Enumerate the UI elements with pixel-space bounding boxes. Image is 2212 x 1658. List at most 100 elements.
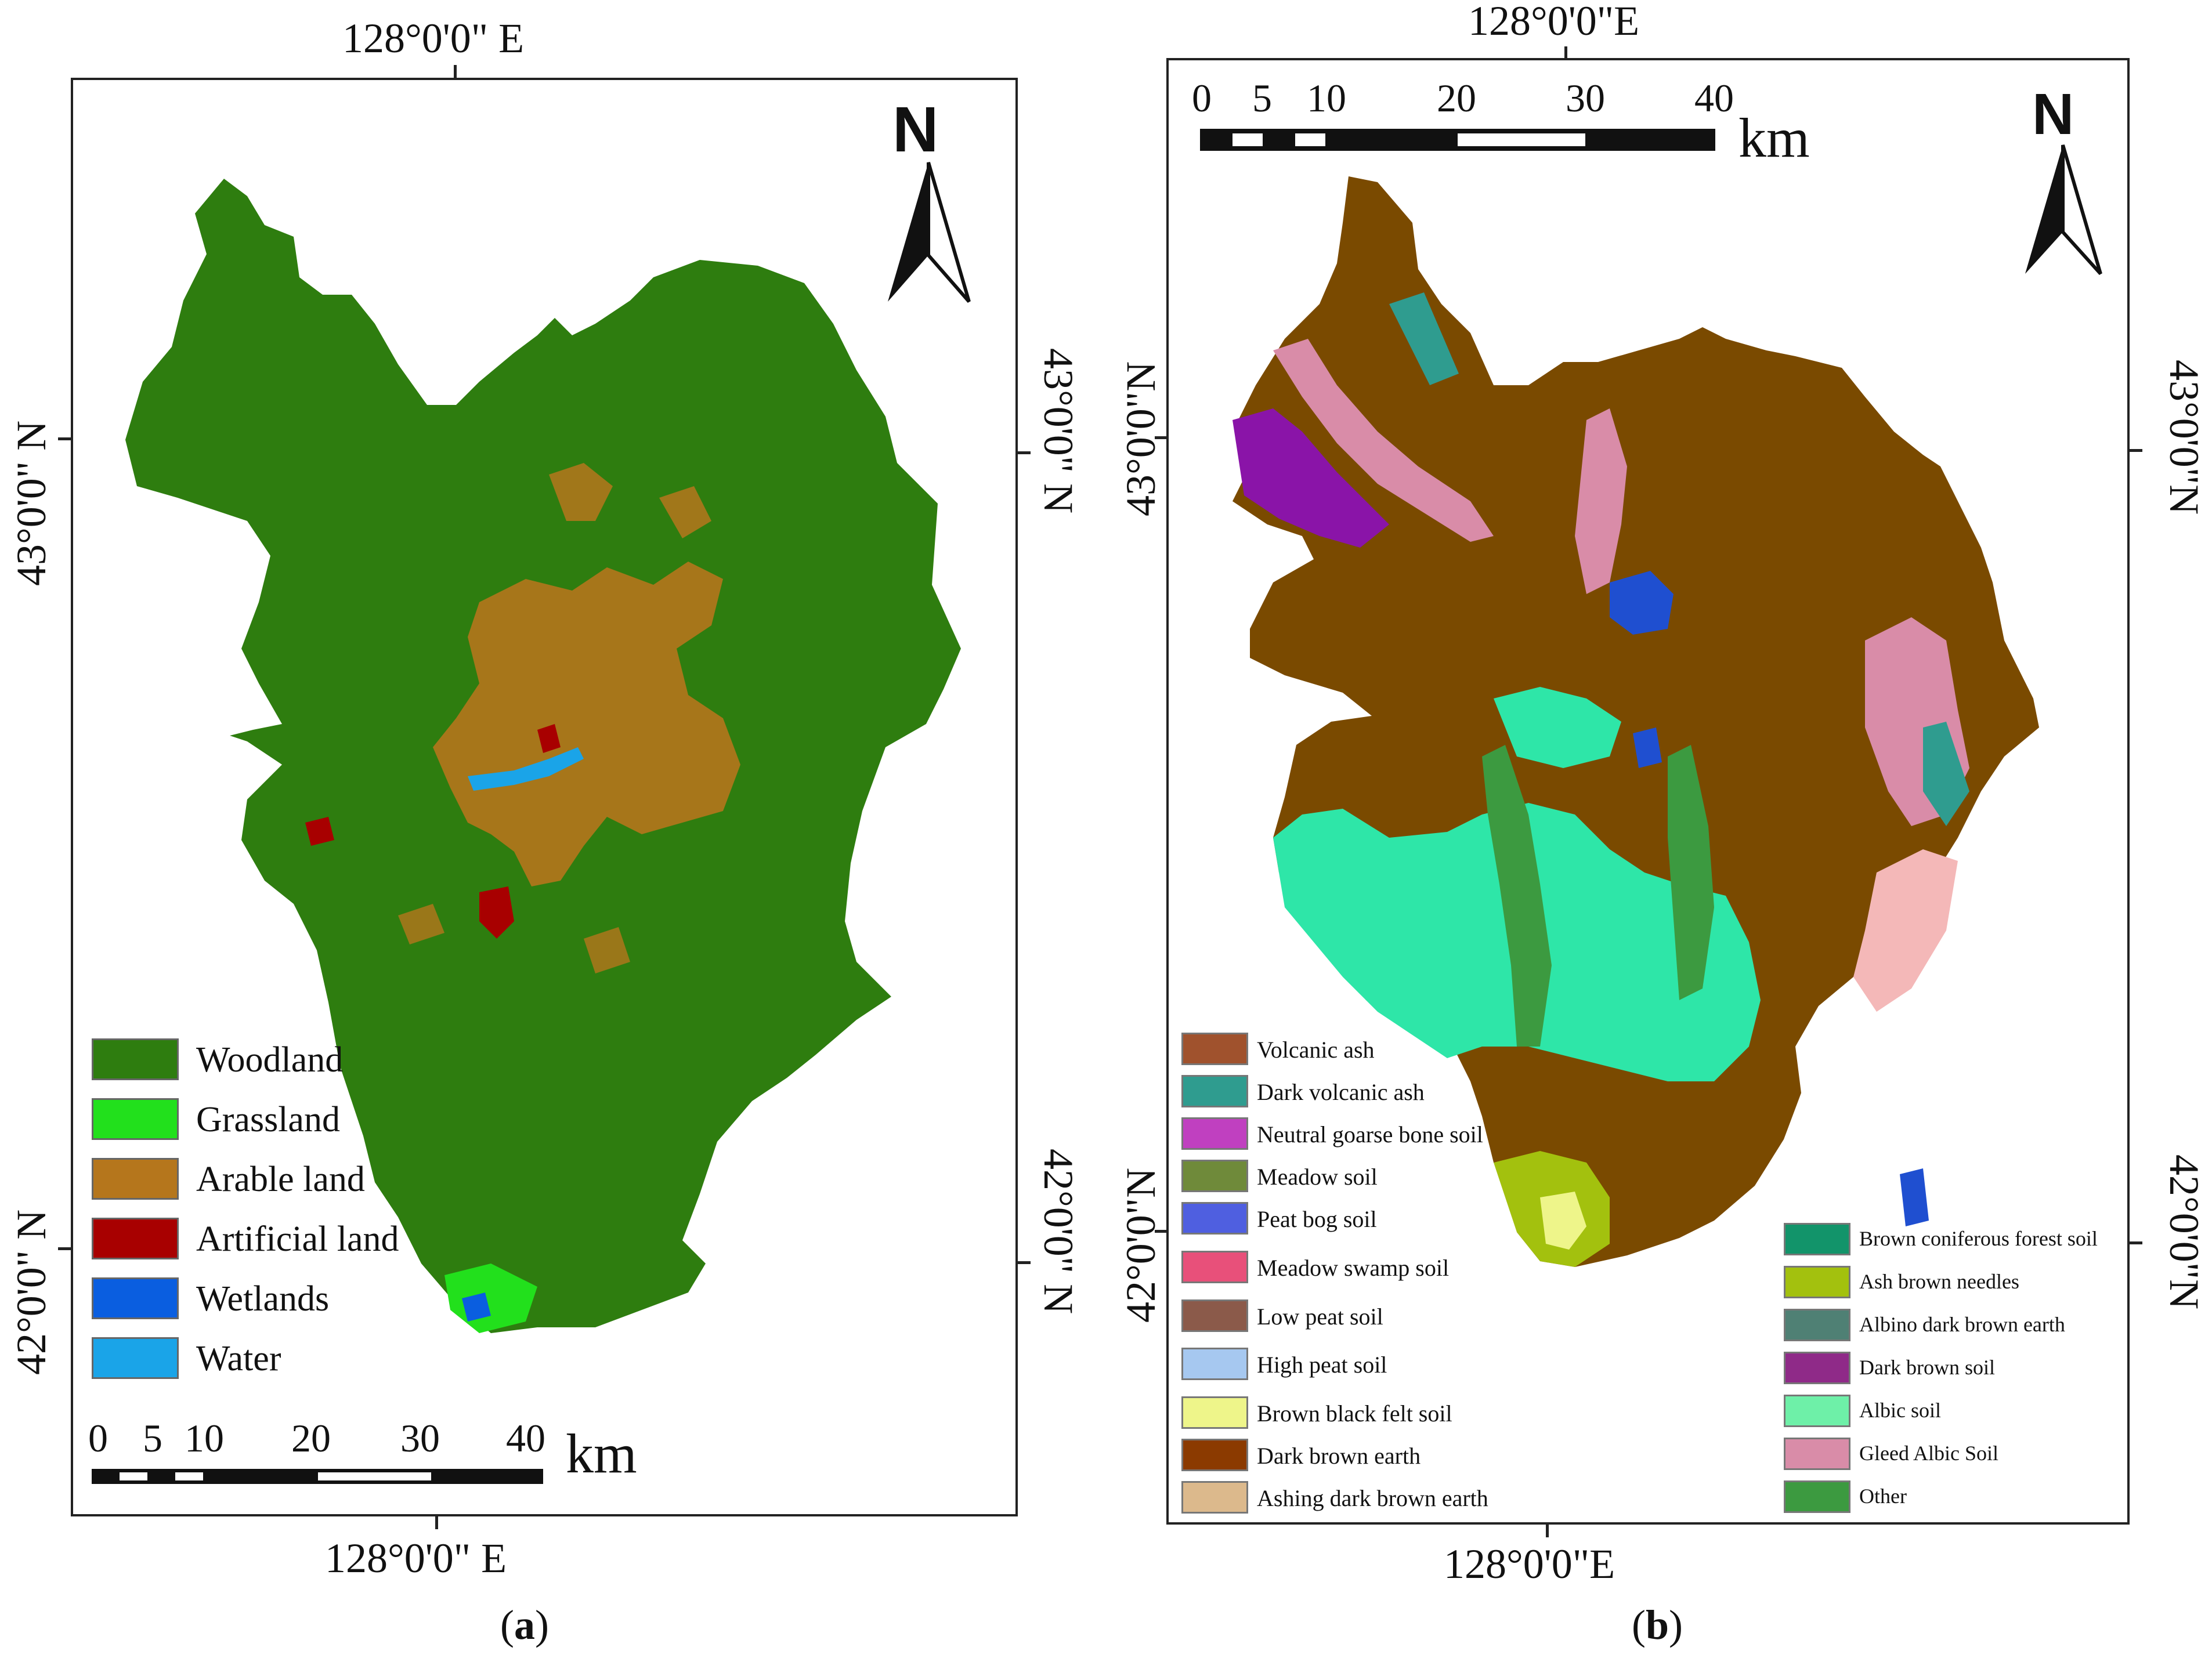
scale-tick-40: 40 <box>1694 76 1734 120</box>
panel-a-map-frame <box>71 78 1018 1516</box>
legend-label: Dark brown earth <box>1257 1443 1421 1469</box>
panel-b-map-frame <box>1166 58 2130 1525</box>
panel-b-top-longitude: 128°0'0"E <box>1468 0 1640 44</box>
legend-swatch <box>1784 1352 1850 1384</box>
legend-label: Arable land <box>196 1160 365 1199</box>
legend-label: Ash brown needles <box>1859 1270 2019 1293</box>
legend-swatch <box>1181 1439 1248 1471</box>
legend-swatch <box>1784 1438 1850 1470</box>
scale-tick-0: 0 <box>88 1416 108 1460</box>
scale-tick-10: 10 <box>1307 76 1346 120</box>
scale-tick-10: 10 <box>185 1416 224 1460</box>
panel-b-left-tick-42 <box>1155 1230 1169 1233</box>
scale-tick-20: 20 <box>1437 76 1476 120</box>
legend-swatch <box>1181 1202 1248 1235</box>
panel-b-brown-black-felt-soil <box>1540 1192 1586 1250</box>
legend-label: Volcanic ash <box>1257 1037 1375 1063</box>
scale-bar-graphic <box>92 1469 543 1484</box>
panel-a-right-lat-42: 42°0'0" N <box>1035 1149 1082 1315</box>
panel-b-other <box>1482 745 1552 1047</box>
panel-a-caption: (a) <box>500 1602 549 1648</box>
panel-a-left-lat-43: 43°0'0" N <box>8 420 55 586</box>
panel-a-top-longitude: 128°0'0" E <box>342 15 525 61</box>
legend-swatch <box>1784 1309 1850 1341</box>
legend-swatch <box>92 1337 179 1379</box>
scale-tick-30: 30 <box>1566 76 1605 120</box>
panel-a-water <box>468 747 584 791</box>
legend-label: Peat bog soil <box>1257 1206 1377 1232</box>
legend-label: Meadow swamp soil <box>1257 1255 1450 1281</box>
panel-b-dark-brown-soil <box>1232 408 1389 548</box>
legend-label: Grassland <box>196 1100 340 1139</box>
panel-a-right-tick-42 <box>1017 1261 1031 1264</box>
legend-swatch <box>92 1098 179 1140</box>
panel-b-peat-bog-soil <box>1610 571 1674 635</box>
legend-swatch <box>1181 1033 1248 1065</box>
legend-swatch <box>1181 1117 1248 1150</box>
panel-b-top-tick <box>1564 46 1567 60</box>
legend-label: Albino dark brown earth <box>1859 1313 2065 1336</box>
panel-b-right-lat-42: 42°0'0"N <box>2161 1154 2207 1310</box>
panel-a-bottom-tick <box>435 1515 438 1529</box>
legend-swatch <box>92 1218 179 1259</box>
scale-bar-graphic <box>1200 129 1715 151</box>
panel-a-left-tick-42 <box>58 1247 72 1250</box>
panel-b-left-tick-43 <box>1155 436 1169 439</box>
panel-b-bottom-longitude: 128°0'0"E <box>1444 1541 1615 1587</box>
panel-b-caption-letter: b <box>1645 1602 1669 1648</box>
legend-label: Neutral goarse bone soil <box>1257 1121 1483 1147</box>
legend-label: High peat soil <box>1257 1352 1387 1378</box>
panel-a-caption-letter: a <box>514 1602 535 1648</box>
panel-a-right-lat-43: 43°0'0" N <box>1035 348 1082 514</box>
legend-label: Artificial land <box>196 1219 399 1259</box>
legend-swatch <box>1181 1299 1248 1332</box>
scale-unit: km <box>1738 107 1810 169</box>
panel-b-dark-volcanic-ash <box>1389 292 1459 385</box>
legend-swatch <box>1181 1160 1248 1192</box>
legend-label: Dark volcanic ash <box>1257 1079 1425 1105</box>
panel-b-right-tick-42 <box>2128 1241 2142 1244</box>
panel-b-right-lat-43: 43°0'0"N <box>2161 360 2207 515</box>
panel-b-left-lat-42: 42°0'0"N <box>1118 1167 1164 1323</box>
legend-swatch <box>1784 1223 1850 1255</box>
panel-a-bottom-longitude: 128°0'0" E <box>325 1535 507 1581</box>
legend-swatch <box>1784 1395 1850 1427</box>
panel-b-left-lat-43: 43°0'0"N <box>1118 361 1164 516</box>
legend-swatch <box>92 1038 179 1080</box>
legend-label: Meadow soil <box>1257 1164 1378 1190</box>
legend-swatch <box>1181 1251 1248 1283</box>
legend-label: Low peat soil <box>1257 1304 1383 1330</box>
panel-b-bottom-tick <box>1546 1523 1549 1537</box>
panel-a-right-tick-43 <box>1017 451 1031 454</box>
legend-label: Gleed Albic Soil <box>1859 1442 1998 1465</box>
legend-swatch <box>1181 1481 1248 1514</box>
legend-swatch <box>1181 1075 1248 1107</box>
panel-a-left-tick-43 <box>58 437 72 440</box>
panel-a-arable-land <box>433 562 740 886</box>
north-arrow-icon <box>2025 144 2102 276</box>
scale-tick-40: 40 <box>506 1416 545 1460</box>
scale-tick-5: 5 <box>1252 76 1272 120</box>
north-arrow-icon <box>888 162 971 303</box>
scale-tick-5: 5 <box>143 1416 162 1460</box>
legend-swatch <box>1784 1266 1850 1298</box>
legend-label: Albic soil <box>1859 1399 1941 1422</box>
legend-swatch <box>1181 1396 1248 1429</box>
panel-b-north-letter: N <box>2032 82 2074 147</box>
panel-a-left-lat-42: 42°0'0" N <box>8 1209 55 1375</box>
legend-label: Brown black felt soil <box>1257 1400 1452 1427</box>
panel-a-wetlands <box>462 1293 491 1322</box>
legend-label: Water <box>196 1339 281 1378</box>
panel-a-artificial-land <box>479 886 514 939</box>
legend-swatch <box>92 1158 179 1200</box>
panel-b-right-tick-43 <box>2128 449 2142 452</box>
scale-tick-30: 30 <box>400 1416 440 1460</box>
legend-swatch <box>1181 1348 1248 1380</box>
legend-label: Ashing dark brown earth <box>1257 1485 1488 1511</box>
panel-b-caption: (b) <box>1632 1602 1683 1648</box>
legend-swatch <box>1784 1480 1850 1513</box>
scale-tick-0: 0 <box>1192 76 1212 120</box>
panel-b-soil-map <box>1232 176 2039 1267</box>
legend-label: Other <box>1859 1485 1907 1508</box>
legend-label: Brown coniferous forest soil <box>1859 1227 2098 1250</box>
